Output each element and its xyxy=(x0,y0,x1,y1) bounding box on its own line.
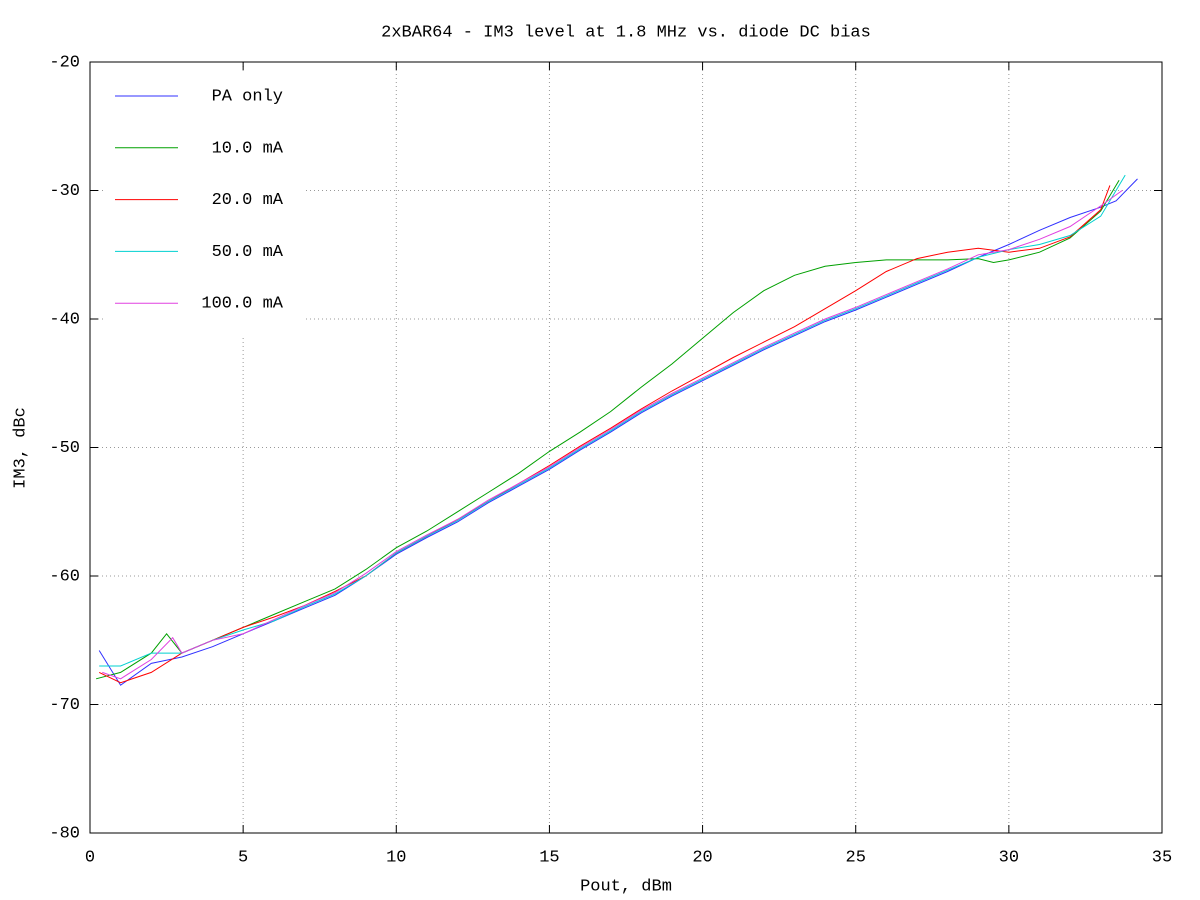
y-tick-label: -60 xyxy=(49,567,80,586)
legend-label: PA only xyxy=(212,87,283,106)
x-tick-label: 30 xyxy=(999,848,1019,867)
y-tick-label: -50 xyxy=(49,439,80,458)
y-tick-label: -40 xyxy=(49,310,80,329)
x-tick-label: 10 xyxy=(386,848,406,867)
legend-label: 20.0 mA xyxy=(212,191,284,210)
legend-background xyxy=(105,72,305,337)
y-tick-label: -20 xyxy=(49,53,80,72)
y-tick-label: -30 xyxy=(49,182,80,201)
x-tick-label: 0 xyxy=(85,848,95,867)
legend-label: 50.0 mA xyxy=(212,243,284,262)
series-line xyxy=(98,178,1138,686)
x-tick-label: 5 xyxy=(238,848,248,867)
x-tick-label: 20 xyxy=(692,848,712,867)
plot-frame xyxy=(89,61,1163,834)
chart-title: 2xBAR64 - IM3 level at 1.8 MHz vs. diode… xyxy=(381,23,871,42)
legend-label: 10.0 mA xyxy=(212,139,284,158)
x-tick-label: 25 xyxy=(846,848,866,867)
series-line xyxy=(98,185,1111,684)
x-axis-label: Pout, dBm xyxy=(580,877,672,896)
y-axis-label: IM3, dBc xyxy=(11,407,30,489)
y-tick-label: -80 xyxy=(49,824,80,843)
series-line xyxy=(102,190,1123,680)
x-tick-label: 35 xyxy=(1152,848,1172,867)
y-tick-label: -70 xyxy=(49,696,80,715)
legend-label: 100.0 mA xyxy=(201,295,283,314)
x-tick-label: 15 xyxy=(539,848,559,867)
